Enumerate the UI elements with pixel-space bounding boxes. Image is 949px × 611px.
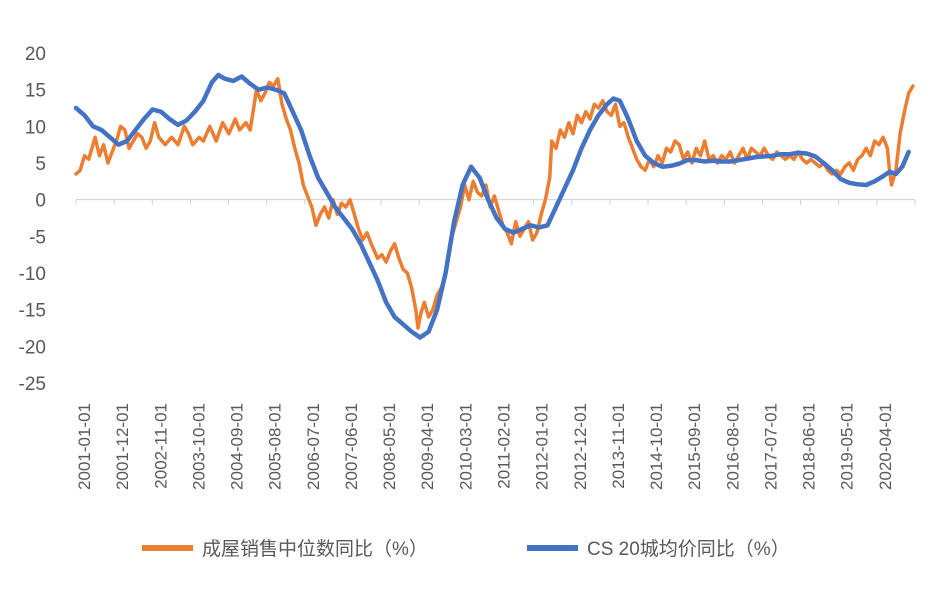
x-tick-label: 2009-04-01 <box>418 403 437 490</box>
y-tick-label: -5 <box>29 227 46 248</box>
x-tick-label: 2017-07-01 <box>761 403 780 490</box>
series-lines <box>73 72 915 340</box>
x-tick-label: 2014-10-01 <box>647 403 666 490</box>
x-tick-label: 2008-05-01 <box>380 403 399 490</box>
x-tick-label: 2020-04-01 <box>876 403 895 490</box>
x-tick-label: 2004-09-01 <box>228 403 247 490</box>
x-tick-label: 2013-11-01 <box>609 403 628 489</box>
x-tick-label: 2001-12-01 <box>113 403 132 490</box>
series-line-median-sale-price <box>74 76 915 330</box>
y-tick-label: 10 <box>25 117 46 138</box>
y-tick-label: -10 <box>19 264 46 285</box>
y-tick-label: 0 <box>35 191 46 212</box>
y-tick-label: 20 <box>25 44 46 65</box>
x-tick-label: 2001-01-01 <box>75 403 94 490</box>
x-tick-label: 2015-09-01 <box>685 403 704 490</box>
x-tick-label: 2005-08-01 <box>266 403 285 490</box>
legend: 成屋销售中位数同比（%） CS 20城均价同比（%） <box>142 538 790 560</box>
x-tick-label: 2018-06-01 <box>800 403 819 490</box>
x-axis-tick-labels: 2001-01-01 2001-12-01 2002-11-01 2003-10-01… <box>75 403 895 490</box>
x-tick-label: 2012-01-01 <box>533 403 552 490</box>
y-tick-label: -20 <box>19 337 46 358</box>
x-tick-label: 2003-10-01 <box>189 403 208 490</box>
x-tick-label: 2006-07-01 <box>304 403 323 490</box>
y-tick-label: 15 <box>25 81 46 102</box>
series-line-cs20-price <box>73 72 911 340</box>
x-tick-label: 2007-06-01 <box>342 403 361 490</box>
x-tick-label: 2019-05-01 <box>838 403 857 490</box>
legend-label-cs20-price: CS 20城均价同比（%） <box>587 538 790 560</box>
x-tick-label: 2002-11-01 <box>151 403 170 489</box>
x-tick-label: 2011-02-01 <box>495 403 514 489</box>
y-tick-label: 5 <box>35 154 46 175</box>
y-axis-tick-labels: 20 15 10 5 0 -5 -10 -15 -20 -25 <box>19 44 46 395</box>
x-tick-label: 2016-08-01 <box>723 403 742 490</box>
y-tick-label: -15 <box>19 301 46 322</box>
y-tick-label: -25 <box>19 374 46 395</box>
x-tick-label: 2010-03-01 <box>456 403 475 490</box>
x-tick-label: 2012-12-01 <box>571 403 590 490</box>
legend-label-median-sale-price: 成屋销售中位数同比（%） <box>202 538 428 560</box>
